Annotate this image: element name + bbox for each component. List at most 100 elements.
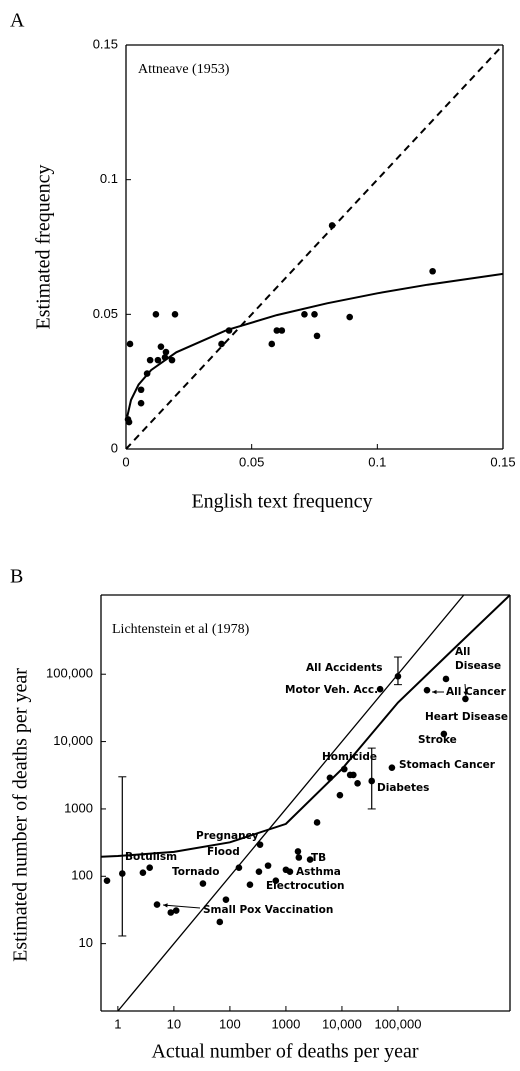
data-point xyxy=(167,909,175,916)
y-tick-label: 0.05 xyxy=(93,306,118,321)
data-point xyxy=(442,675,450,683)
data-point xyxy=(328,222,336,229)
data-point xyxy=(137,399,145,407)
data-point xyxy=(264,862,272,869)
y-tick-label: 0.15 xyxy=(93,36,118,51)
reference-line xyxy=(117,595,465,1011)
data-point xyxy=(143,370,151,377)
data-point xyxy=(216,918,224,926)
data-point xyxy=(154,356,162,364)
data-point xyxy=(171,311,179,318)
x-tick-label: 1000 xyxy=(271,1016,300,1031)
data-point xyxy=(278,327,286,334)
data-point xyxy=(162,348,170,356)
data-point xyxy=(246,881,254,889)
data-point xyxy=(313,332,321,340)
data-point xyxy=(218,340,225,348)
x-tick-label: 100,000 xyxy=(374,1016,421,1031)
data-point xyxy=(350,771,357,779)
x-tick-label: 100 xyxy=(219,1016,241,1031)
x-tick-label: 1 xyxy=(114,1016,121,1031)
data-point xyxy=(256,841,264,848)
data-point xyxy=(126,340,134,348)
point-label: Flood xyxy=(207,846,240,858)
point-label: Botulism xyxy=(125,851,177,863)
data-point xyxy=(152,311,160,318)
data-point xyxy=(313,819,321,826)
data-point xyxy=(103,877,111,884)
data-point xyxy=(301,311,308,318)
y-tick-label: 0.1 xyxy=(100,171,118,186)
y-axis-label: Estimated number of deaths per year xyxy=(10,668,32,962)
data-point xyxy=(157,343,165,350)
y-tick-label: 10,000 xyxy=(53,733,93,748)
point-label: Homicide xyxy=(322,751,377,763)
data-point xyxy=(272,877,280,884)
data-point xyxy=(306,856,314,863)
point-label: Pregnancy xyxy=(196,830,259,842)
data-point xyxy=(235,864,243,872)
data-point xyxy=(153,901,161,908)
data-point xyxy=(388,764,396,771)
data-point xyxy=(255,868,263,875)
data-point xyxy=(118,870,126,877)
data-point xyxy=(394,673,402,680)
x-tick-label: 0.05 xyxy=(239,454,264,469)
data-point xyxy=(268,340,276,348)
point-label: Stomach Cancer xyxy=(399,759,496,771)
arrow-head xyxy=(463,691,468,696)
data-point xyxy=(146,356,154,364)
data-point xyxy=(199,880,207,887)
y-tick-label: 100,000 xyxy=(46,666,93,681)
reference-line xyxy=(126,45,503,449)
y-tick-label: 0 xyxy=(111,440,118,455)
data-point xyxy=(376,685,384,693)
x-axis-label: English text frequency xyxy=(191,491,372,513)
data-point xyxy=(125,418,133,426)
data-point xyxy=(294,848,302,855)
y-axis-label: Estimated frequency xyxy=(33,165,55,330)
data-point xyxy=(462,695,469,703)
data-point xyxy=(161,354,169,361)
data-point xyxy=(311,311,318,318)
arrow-head xyxy=(163,903,168,908)
point-label: Electrocution xyxy=(266,880,345,892)
data-point xyxy=(354,780,361,787)
x-tick-label: 10,000 xyxy=(322,1016,362,1031)
y-tick-label: 10 xyxy=(79,935,93,950)
data-point xyxy=(423,686,431,694)
fit-curve xyxy=(126,272,503,417)
x-tick-label: 0.15 xyxy=(490,454,515,469)
data-point xyxy=(368,777,376,785)
point-label: Motor Veh. Acc. xyxy=(285,684,378,696)
data-point xyxy=(225,327,233,334)
point-label: Tornado xyxy=(172,866,219,878)
arrow-head xyxy=(432,689,437,695)
point-label: Diabetes xyxy=(377,782,429,794)
annotation: Lichtenstein et al (1978) xyxy=(112,622,250,637)
annotation: Attneave (1953) xyxy=(138,62,230,77)
data-point xyxy=(326,774,334,782)
data-point xyxy=(295,854,303,861)
point-label: All Cancer xyxy=(446,686,507,698)
data-point xyxy=(286,868,294,875)
data-point xyxy=(273,327,281,334)
point-label: TB xyxy=(311,852,326,864)
point-label: Asthma xyxy=(296,866,341,878)
x-axis-label: Actual number of deaths per year xyxy=(151,1041,418,1063)
x-tick-label: 10 xyxy=(167,1016,181,1031)
data-point xyxy=(146,864,153,872)
data-point xyxy=(346,313,353,321)
data-point xyxy=(139,869,147,877)
point-label: All Disease xyxy=(455,646,501,672)
y-tick-label: 1000 xyxy=(64,800,93,815)
x-tick-label: 0 xyxy=(122,454,129,469)
point-label: Heart Disease xyxy=(425,711,508,723)
data-point xyxy=(336,791,344,799)
data-point xyxy=(340,765,348,773)
data-point xyxy=(222,896,230,903)
data-point xyxy=(168,356,176,364)
y-tick-label: 100 xyxy=(71,868,93,883)
